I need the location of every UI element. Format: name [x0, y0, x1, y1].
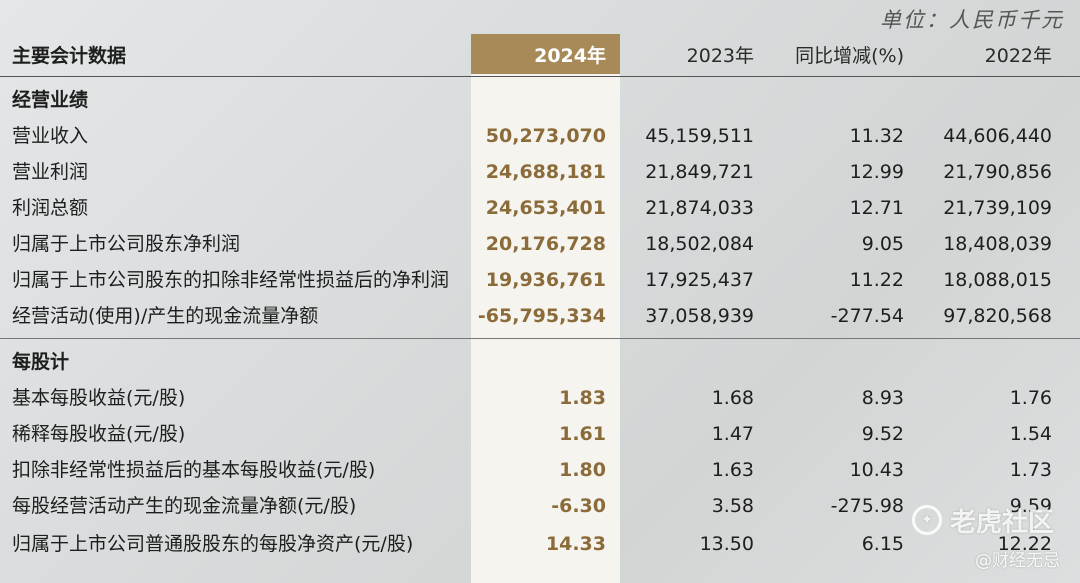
value-2023: 21,849,721 — [645, 161, 754, 183]
watermark: ✦ 老虎社区 — [911, 500, 1054, 540]
table-row: 归属于上市公司股东的扣除非经常性损益后的净利润 19,936,761 17,92… — [0, 262, 1080, 298]
value-yoy: 6.15 — [861, 533, 904, 555]
table-row: 营业收入 50,273,070 45,159,511 11.32 44,606,… — [0, 118, 1080, 154]
value-2023: 3.58 — [711, 495, 754, 517]
value-yoy: -277.54 — [830, 305, 904, 327]
section-title-operating: 经营业绩 — [0, 82, 1080, 118]
value-yoy: 12.99 — [849, 161, 904, 183]
header-2022: 2022年 — [984, 45, 1052, 67]
value-2022: 97,820,568 — [943, 305, 1052, 327]
value-2024: 24,688,181 — [485, 161, 606, 183]
row-label: 基本每股收益(元/股) — [12, 387, 186, 409]
value-2024: -65,795,334 — [477, 305, 606, 327]
value-2024: 20,176,728 — [485, 233, 606, 255]
row-label: 稀释每股收益(元/股) — [12, 423, 186, 445]
row-label: 扣除非经常性损益后的基本每股收益(元/股) — [12, 459, 376, 481]
table-row: 归属于上市公司股东净利润 20,176,728 18,502,084 9.05 … — [0, 226, 1080, 262]
value-2023: 13.50 — [699, 533, 754, 555]
section-title-text: 经营业绩 — [12, 89, 89, 111]
tiger-logo-icon: ✦ — [911, 505, 942, 535]
table-row: 归属于上市公司普通股股东的每股净资产(元/股) 14.33 13.50 6.15… — [0, 526, 1080, 562]
value-yoy: 12.71 — [849, 197, 904, 219]
unit-note: 单位：人民币千元 — [880, 8, 1064, 32]
value-2022: 18,088,015 — [943, 269, 1052, 291]
header-label: 主要会计数据 — [12, 45, 127, 67]
value-2024: 24,653,401 — [485, 197, 606, 219]
value-2023: 21,874,033 — [645, 197, 754, 219]
row-label: 经营活动(使用)/产生的现金流量净额 — [12, 305, 319, 327]
value-2023: 45,159,511 — [645, 125, 754, 147]
value-2022: 1.54 — [1009, 423, 1052, 445]
section-title-text: 每股计 — [12, 351, 70, 373]
table-row: 营业利润 24,688,181 21,849,721 12.99 21,790,… — [0, 154, 1080, 190]
table-row: 稀释每股收益(元/股) 1.61 1.47 9.52 1.54 — [0, 416, 1080, 452]
value-2022: 21,790,856 — [943, 161, 1052, 183]
value-2022: 9.59 — [1009, 495, 1052, 517]
value-yoy: 10.43 — [849, 459, 904, 481]
value-2024: 1.80 — [559, 459, 606, 481]
header-divider — [0, 76, 1080, 77]
value-yoy: 11.22 — [849, 269, 904, 291]
value-2022: 21,739,109 — [943, 197, 1052, 219]
table-row: 扣除非经常性损益后的基本每股收益(元/股) 1.80 1.63 10.43 1.… — [0, 452, 1080, 488]
row-label: 归属于上市公司普通股股东的每股净资产(元/股) — [12, 533, 414, 555]
value-2023: 17,925,437 — [645, 269, 754, 291]
header-yoy: 同比增减(%) — [795, 45, 904, 67]
value-2024: 19,936,761 — [485, 269, 606, 291]
watermark-handle: @财经无忌 — [975, 551, 1060, 571]
header-2024: 2024年 — [534, 45, 606, 67]
header-2023: 2023年 — [686, 45, 754, 67]
value-yoy: -275.98 — [830, 495, 904, 517]
row-label: 归属于上市公司股东的扣除非经常性损益后的净利润 — [12, 269, 450, 291]
table-row: 基本每股收益(元/股) 1.83 1.68 8.93 1.76 — [0, 380, 1080, 416]
watermark-brand: 老虎社区 — [949, 507, 1054, 538]
value-yoy: 9.05 — [861, 233, 904, 255]
section-divider — [0, 338, 1080, 339]
value-2022: 1.76 — [1009, 387, 1052, 409]
value-2024: 50,273,070 — [485, 125, 606, 147]
value-2022: 12.22 — [997, 533, 1052, 555]
row-label: 营业利润 — [12, 161, 89, 183]
value-2024: 1.61 — [559, 423, 606, 445]
value-yoy: 8.93 — [861, 387, 904, 409]
value-yoy: 11.32 — [849, 125, 904, 147]
table-row: 经营活动(使用)/产生的现金流量净额 -65,795,334 37,058,93… — [0, 298, 1080, 334]
table-row: 每股经营活动产生的现金流量净额(元/股) -6.30 3.58 -275.98 … — [0, 488, 1080, 524]
section-title-per-share: 每股计 — [0, 344, 1080, 380]
value-2024: 1.83 — [559, 387, 606, 409]
value-2022: 44,606,440 — [943, 125, 1052, 147]
value-yoy: 9.52 — [861, 423, 904, 445]
value-2022: 1.73 — [1009, 459, 1052, 481]
value-2022: 18,408,039 — [943, 233, 1052, 255]
value-2023: 18,502,084 — [645, 233, 754, 255]
highlight-column-2024 — [471, 34, 620, 583]
value-2023: 1.63 — [711, 459, 754, 481]
row-label: 每股经营活动产生的现金流量净额(元/股) — [12, 495, 357, 517]
row-label: 利润总额 — [12, 197, 89, 219]
row-label: 营业收入 — [12, 125, 89, 147]
highlight-header-2024 — [471, 34, 620, 74]
table-row: 利润总额 24,653,401 21,874,033 12.71 21,739,… — [0, 190, 1080, 226]
table-header: 主要会计数据 2024年 2023年 同比增减(%) 2022年 — [0, 38, 1080, 74]
value-2024: -6.30 — [551, 495, 606, 517]
value-2023: 1.68 — [711, 387, 754, 409]
row-label: 归属于上市公司股东净利润 — [12, 233, 241, 255]
value-2024: 14.33 — [545, 533, 606, 555]
value-2023: 1.47 — [711, 423, 754, 445]
value-2023: 37,058,939 — [645, 305, 754, 327]
